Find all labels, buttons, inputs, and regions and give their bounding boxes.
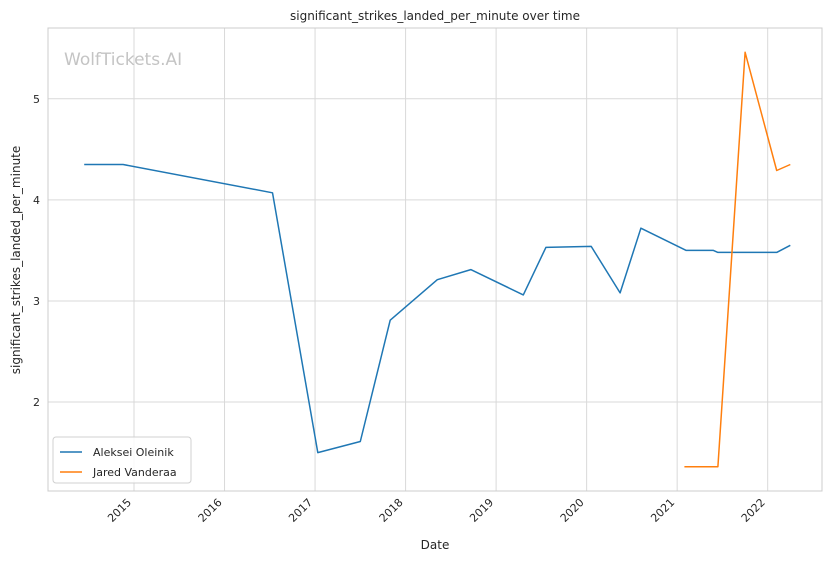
y-gridlines: [48, 98, 822, 403]
series-line-jared-vanderaa: [684, 51, 791, 468]
legend-label-aleksei-oleinik: Aleksei Oleinik: [93, 446, 174, 459]
watermark: WolfTickets.AI: [64, 50, 182, 70]
series-layer: [84, 51, 791, 468]
x-gridlines: [133, 28, 769, 491]
y-tick-labels: 2 3 4 5: [33, 93, 40, 409]
legend-box: [52, 436, 192, 484]
legend: Aleksei Oleinik Jared Vanderaa: [52, 436, 192, 484]
series-line-aleksei-oleinik: [84, 163, 791, 454]
x-axis-label: Date: [421, 538, 450, 552]
plot-area-frame: [47, 27, 823, 492]
chart-title: significant_strikes_landed_per_minute ov…: [290, 9, 580, 23]
y-tick-label: 2: [33, 396, 40, 409]
y-tick-label: 5: [33, 93, 40, 106]
legend-label-jared-vanderaa: Jared Vanderaa: [92, 466, 177, 479]
y-tick-label: 4: [33, 194, 40, 207]
y-tick-label: 3: [33, 295, 40, 308]
y-axis-label: significant_strikes_landed_per_minute: [9, 146, 23, 375]
